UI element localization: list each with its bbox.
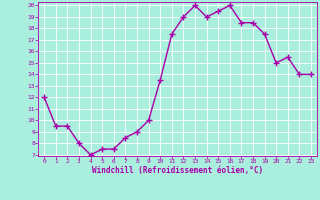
X-axis label: Windchill (Refroidissement éolien,°C): Windchill (Refroidissement éolien,°C) [92, 166, 263, 175]
